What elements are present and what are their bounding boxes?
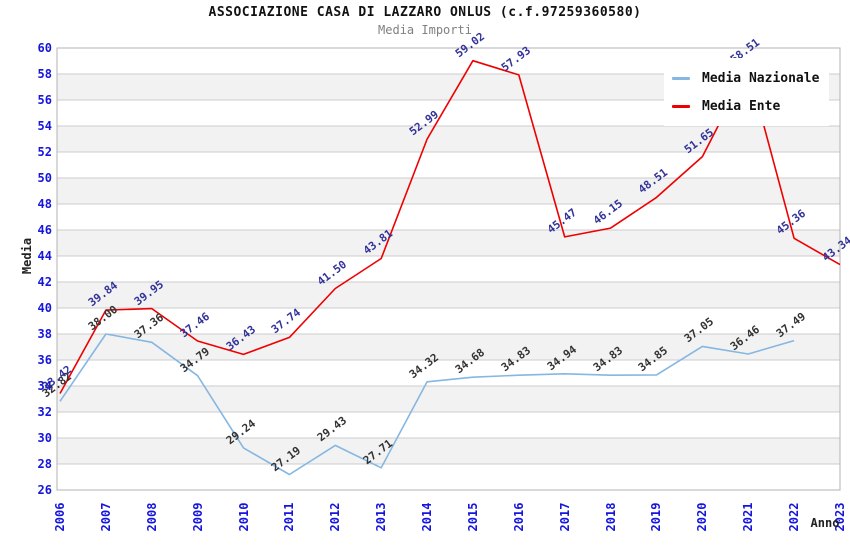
x-tick-label: 2009	[190, 502, 205, 532]
y-tick-label: 52	[37, 145, 52, 159]
y-tick-label: 44	[37, 249, 52, 263]
y-tick-label: 34	[37, 379, 52, 393]
x-tick-label: 2006	[53, 502, 67, 532]
plot-band	[57, 360, 840, 386]
legend-label: Media Ente	[702, 98, 781, 114]
plot-border	[56, 47, 841, 491]
plot-band	[57, 126, 840, 152]
y-tick-label: 28	[37, 457, 52, 471]
y-tick-label: 56	[37, 93, 52, 107]
y-tick-label: 46	[37, 223, 52, 237]
x-tick-label: 2016	[511, 502, 526, 532]
plot-band	[57, 386, 840, 412]
plot-band	[57, 438, 840, 464]
plot-band	[57, 256, 840, 282]
y-tick-label: 54	[37, 119, 52, 133]
plot-band	[57, 178, 840, 204]
y-tick-label: 30	[37, 431, 52, 445]
x-tick-label: 2019	[649, 502, 664, 532]
x-tick-label: 2018	[603, 502, 618, 532]
x-tick-label: 2014	[420, 502, 435, 532]
y-tick-label: 42	[37, 275, 52, 289]
chart-title: ASSOCIAZIONE CASA DI LAZZARO ONLUS (c.f.…	[208, 5, 642, 20]
legend-label: Media Nazionale	[702, 70, 820, 86]
plot-band	[57, 230, 840, 256]
series-line-media-nazionale	[59, 333, 795, 476]
plot-band	[57, 412, 840, 438]
x-axis-title: Anno	[810, 516, 840, 530]
y-tick-label: 38	[37, 327, 52, 341]
x-tick-label: 2011	[282, 502, 297, 532]
x-tick-label: 2022	[787, 502, 802, 532]
y-tick-label: 40	[37, 301, 52, 315]
y-tick-label: 48	[37, 197, 52, 211]
x-tick-label: 2007	[98, 502, 113, 532]
plot-band	[57, 204, 840, 230]
plot-band	[57, 334, 840, 360]
x-tick-label: 2013	[374, 502, 389, 532]
x-tick-label: 2008	[144, 502, 159, 532]
plot-band	[57, 282, 840, 308]
x-tick-label: 2012	[328, 502, 343, 532]
chart-subtitle: Media Importi	[378, 23, 472, 37]
y-tick-label: 32	[37, 405, 52, 419]
x-tick-label: 2021	[741, 502, 756, 532]
y-tick-label: 58	[37, 67, 52, 81]
x-tick-label: 2015	[465, 502, 480, 532]
y-axis-title: Media	[20, 237, 34, 275]
series-line-media-ente	[59, 59, 841, 394]
plot-band	[57, 308, 840, 334]
legend-item-media-ente: Media Ente	[672, 92, 819, 120]
y-tick-label: 26	[37, 483, 52, 497]
legend: Media Nazionale Media Ente	[664, 58, 830, 126]
legend-item-media-nazionale: Media Nazionale	[672, 64, 819, 92]
y-tick-label: 36	[37, 353, 52, 367]
line-swatch-icon	[672, 104, 690, 108]
y-tick-label: 50	[37, 171, 52, 185]
x-tick-label: 2010	[236, 502, 251, 532]
x-tick-label: 2020	[695, 502, 710, 532]
plot-band	[57, 152, 840, 178]
y-tick-label: 60	[37, 41, 52, 55]
x-tick-label: 2017	[557, 502, 572, 532]
plot-band	[57, 464, 840, 490]
line-swatch-icon	[672, 76, 690, 80]
